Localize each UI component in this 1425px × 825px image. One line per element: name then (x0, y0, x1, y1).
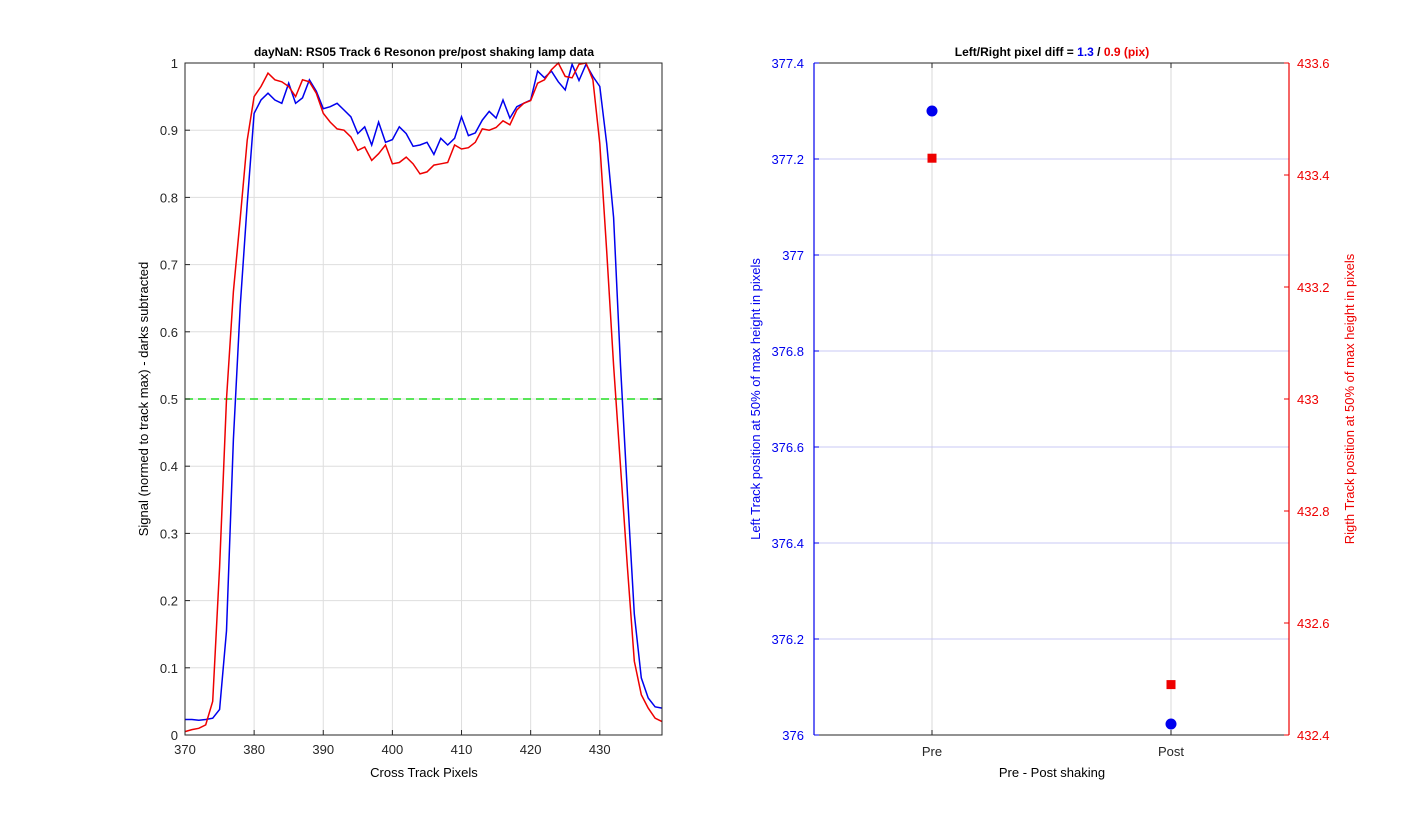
chart-title: dayNaN: RS05 Track 6 Resonon pre/post sh… (254, 45, 594, 59)
grid (814, 62, 1289, 736)
left-y-ticks: 376 376.2 376.4 376.6 376.8 377 377.2 377.4 (771, 56, 819, 743)
red-series-line (184, 61, 663, 733)
x-axis-label: Cross Track Pixels (370, 765, 478, 780)
y-tick-label: 0.8 (160, 190, 178, 205)
x-tick-label: Post (1158, 744, 1184, 759)
title-right-value: 0.9 (pix) (1104, 45, 1149, 59)
plot-frame (813, 62, 1290, 736)
right-y-tick-label: 432.6 (1297, 616, 1330, 631)
x-tick-label: 400 (382, 742, 404, 757)
left-y-tick-label: 377 (782, 248, 804, 263)
chart-title: Left/Right pixel diff = 1.3 / 0.9 (pix) (955, 45, 1149, 59)
left-y-tick-label: 376.2 (771, 632, 804, 647)
scatter-chart-panel: Left/Right pixel diff = 1.3 / 0.9 (pix) … (748, 45, 1357, 780)
left-y-tick-label: 376.8 (771, 344, 804, 359)
y-tick-label: 0.2 (160, 594, 178, 609)
left-y-axis-label: Left Track position at 50% of max height… (748, 258, 763, 540)
right-y-tick-label: 433.2 (1297, 280, 1330, 295)
x-axis-label: Pre - Post shaking (999, 765, 1105, 780)
x-ticks: Pre Post (922, 63, 1184, 759)
left-y-tick-label: 377.2 (771, 152, 804, 167)
x-tick-label: 420 (520, 742, 542, 757)
right-y-tick-label: 433.6 (1297, 56, 1330, 71)
left-series-point (1165, 718, 1177, 730)
left-y-tick-label: 377.4 (771, 56, 804, 71)
y-tick-label: 0 (171, 728, 178, 743)
right-y-tick-label: 433.4 (1297, 168, 1330, 183)
left-y-tick-label: 376.4 (771, 536, 804, 551)
line-chart-panel: dayNaN: RS05 Track 6 Resonon pre/post sh… (136, 45, 663, 780)
right-y-tick-label: 432.8 (1297, 504, 1330, 519)
x-tick-label: 370 (174, 742, 196, 757)
left-y-tick-label: 376 (782, 728, 804, 743)
right-y-axis-label: Rigth Track position at 50% of max heigh… (1342, 253, 1357, 544)
right-series-point (927, 153, 937, 163)
data-points (926, 105, 1177, 730)
y-tick-label: 0.3 (160, 526, 178, 541)
y-tick-label: 0.5 (160, 392, 178, 407)
title-left-value: 1.3 (1077, 45, 1094, 59)
right-y-tick-label: 432.4 (1297, 728, 1330, 743)
x-tick-label: Pre (922, 744, 942, 759)
x-tick-label: 390 (312, 742, 334, 757)
right-series-point (1166, 680, 1176, 690)
y-ticks: 0 0.1 0.2 0.3 0.4 0.5 0.6 0.7 0.8 0.9 1 (160, 56, 662, 743)
y-tick-label: 0.4 (160, 459, 178, 474)
left-series-point (926, 105, 938, 117)
x-tick-label: 410 (451, 742, 473, 757)
blue-series-line (185, 62, 663, 721)
y-tick-label: 0.1 (160, 661, 178, 676)
y-axis-label: Signal (normed to track max) - darks sub… (136, 262, 151, 537)
y-tick-label: 0.7 (160, 258, 178, 273)
y-tick-label: 0.9 (160, 123, 178, 138)
title-prefix: Left/Right pixel diff = (955, 45, 1077, 59)
series-lines (184, 61, 663, 733)
right-y-tick-label: 433 (1297, 392, 1319, 407)
left-y-tick-label: 376.6 (771, 440, 804, 455)
x-tick-label: 430 (589, 742, 611, 757)
y-tick-label: 1 (171, 56, 178, 71)
right-y-ticks: 432.4 432.6 432.8 433 433.2 433.4 433.6 (1284, 56, 1330, 743)
y-tick-label: 0.6 (160, 325, 178, 340)
x-tick-label: 380 (243, 742, 265, 757)
title-separator: / (1094, 45, 1104, 59)
x-ticks: 370 380 390 400 410 420 430 (174, 63, 611, 757)
